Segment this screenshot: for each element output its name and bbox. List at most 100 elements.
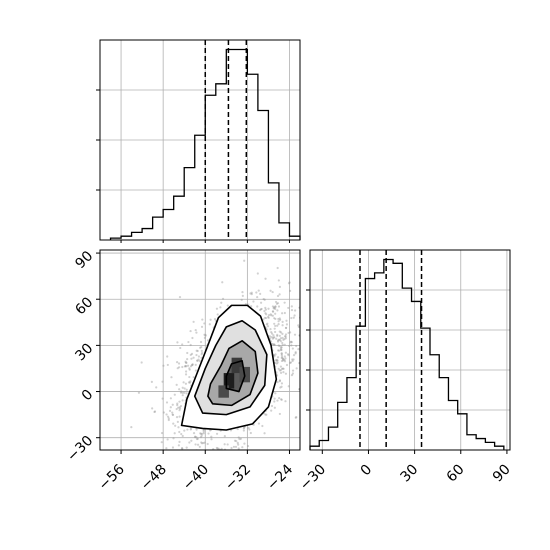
scatter-point bbox=[277, 305, 281, 308]
scatter-point bbox=[291, 372, 295, 375]
histogram-bin bbox=[121, 236, 132, 240]
scatter-point bbox=[273, 343, 276, 346]
scatter-point bbox=[274, 353, 277, 356]
x-tick-label: −48 bbox=[138, 462, 170, 494]
scatter-point bbox=[203, 441, 206, 444]
scatter-point bbox=[307, 354, 309, 356]
histogram-bin bbox=[402, 288, 411, 450]
scatter-point bbox=[183, 387, 186, 390]
histogram-bin bbox=[195, 135, 206, 240]
scatter-point bbox=[191, 363, 194, 366]
scatter-point bbox=[200, 353, 203, 356]
scatter-point bbox=[182, 381, 185, 384]
scatter-point bbox=[226, 304, 229, 307]
scatter-point bbox=[194, 435, 197, 438]
histogram-step-line bbox=[109, 48, 301, 240]
scatter-point bbox=[175, 407, 178, 411]
scatter-point bbox=[213, 318, 217, 321]
scatter-point bbox=[283, 311, 286, 315]
scatter-point bbox=[273, 306, 276, 310]
scatter-point bbox=[153, 410, 156, 414]
scatter-point bbox=[289, 331, 292, 334]
scatter-point bbox=[276, 324, 279, 327]
scatter-point bbox=[186, 364, 190, 367]
density-cell bbox=[231, 357, 243, 374]
scatter-point bbox=[187, 340, 190, 344]
scatter-point bbox=[267, 307, 270, 310]
scatter-point bbox=[285, 319, 288, 322]
scatter-point bbox=[223, 435, 226, 438]
scatter-point bbox=[189, 353, 192, 357]
scatter-point bbox=[192, 376, 195, 379]
scatter-point bbox=[185, 388, 188, 391]
scatter-point bbox=[181, 391, 184, 394]
histogram-bin bbox=[268, 183, 279, 240]
scatter-point bbox=[211, 451, 213, 453]
histogram-bin bbox=[485, 442, 494, 450]
scatter-point bbox=[242, 427, 245, 430]
scatter-point bbox=[252, 300, 255, 303]
histogram-bin bbox=[216, 84, 227, 240]
scatter-point bbox=[256, 305, 259, 308]
scatter-point bbox=[196, 349, 199, 353]
scatter-point bbox=[276, 294, 280, 298]
histogram-bin bbox=[467, 435, 476, 450]
density-cell bbox=[223, 373, 235, 389]
scatter-point bbox=[270, 409, 273, 412]
scatter-point bbox=[274, 312, 277, 315]
scatter-point bbox=[204, 333, 207, 337]
scatter-point bbox=[269, 313, 272, 316]
scatter-point bbox=[279, 371, 283, 374]
scatter-point bbox=[233, 439, 237, 442]
scatter-point bbox=[191, 455, 193, 457]
scatter-point bbox=[174, 424, 177, 427]
scatter-point bbox=[160, 431, 164, 435]
scatter-point bbox=[201, 318, 204, 321]
scatter-point bbox=[311, 338, 313, 340]
scatter-point bbox=[242, 429, 245, 432]
scatter-point bbox=[278, 285, 282, 288]
scatter-point bbox=[271, 305, 275, 308]
scatter-point bbox=[297, 347, 300, 351]
scatter-point bbox=[188, 462, 190, 464]
scatter-point bbox=[157, 456, 159, 458]
scatter-point bbox=[278, 397, 281, 400]
scatter-point bbox=[295, 416, 298, 419]
scatter-point bbox=[259, 301, 263, 304]
scatter-point bbox=[274, 392, 277, 395]
scatter-point bbox=[194, 443, 197, 446]
scatter-point bbox=[140, 361, 143, 364]
scatter-point bbox=[199, 340, 203, 344]
scatter-point bbox=[206, 442, 209, 446]
x-tick-label: −40 bbox=[180, 462, 212, 494]
scatter-point bbox=[320, 301, 322, 303]
scatter-point bbox=[181, 365, 184, 369]
scatter-point bbox=[198, 445, 201, 448]
scatter-point bbox=[203, 336, 206, 339]
scatter-point bbox=[178, 409, 181, 412]
scatter-point bbox=[276, 361, 279, 364]
scatter-point bbox=[283, 355, 286, 358]
scatter-point bbox=[200, 346, 203, 349]
scatter-point bbox=[180, 447, 184, 450]
scatter-point bbox=[200, 434, 203, 437]
scatter-point bbox=[176, 403, 179, 407]
scatter-point bbox=[290, 305, 293, 308]
scatter-point bbox=[277, 323, 280, 326]
scatter-point bbox=[263, 298, 266, 301]
scatter-point bbox=[279, 365, 283, 368]
scatter-point bbox=[202, 441, 205, 445]
scatter-point bbox=[197, 355, 201, 358]
scatter-point bbox=[271, 343, 274, 346]
scatter-point bbox=[270, 336, 273, 339]
scatter-point bbox=[276, 334, 279, 338]
scatter-point bbox=[276, 356, 280, 359]
scatter-point bbox=[198, 360, 202, 363]
scatter-point bbox=[284, 337, 287, 340]
scatter-point bbox=[277, 279, 280, 282]
scatter-point bbox=[215, 432, 219, 435]
scatter-point bbox=[219, 306, 222, 309]
scatter-point bbox=[280, 352, 283, 355]
scatter-point bbox=[216, 313, 219, 316]
